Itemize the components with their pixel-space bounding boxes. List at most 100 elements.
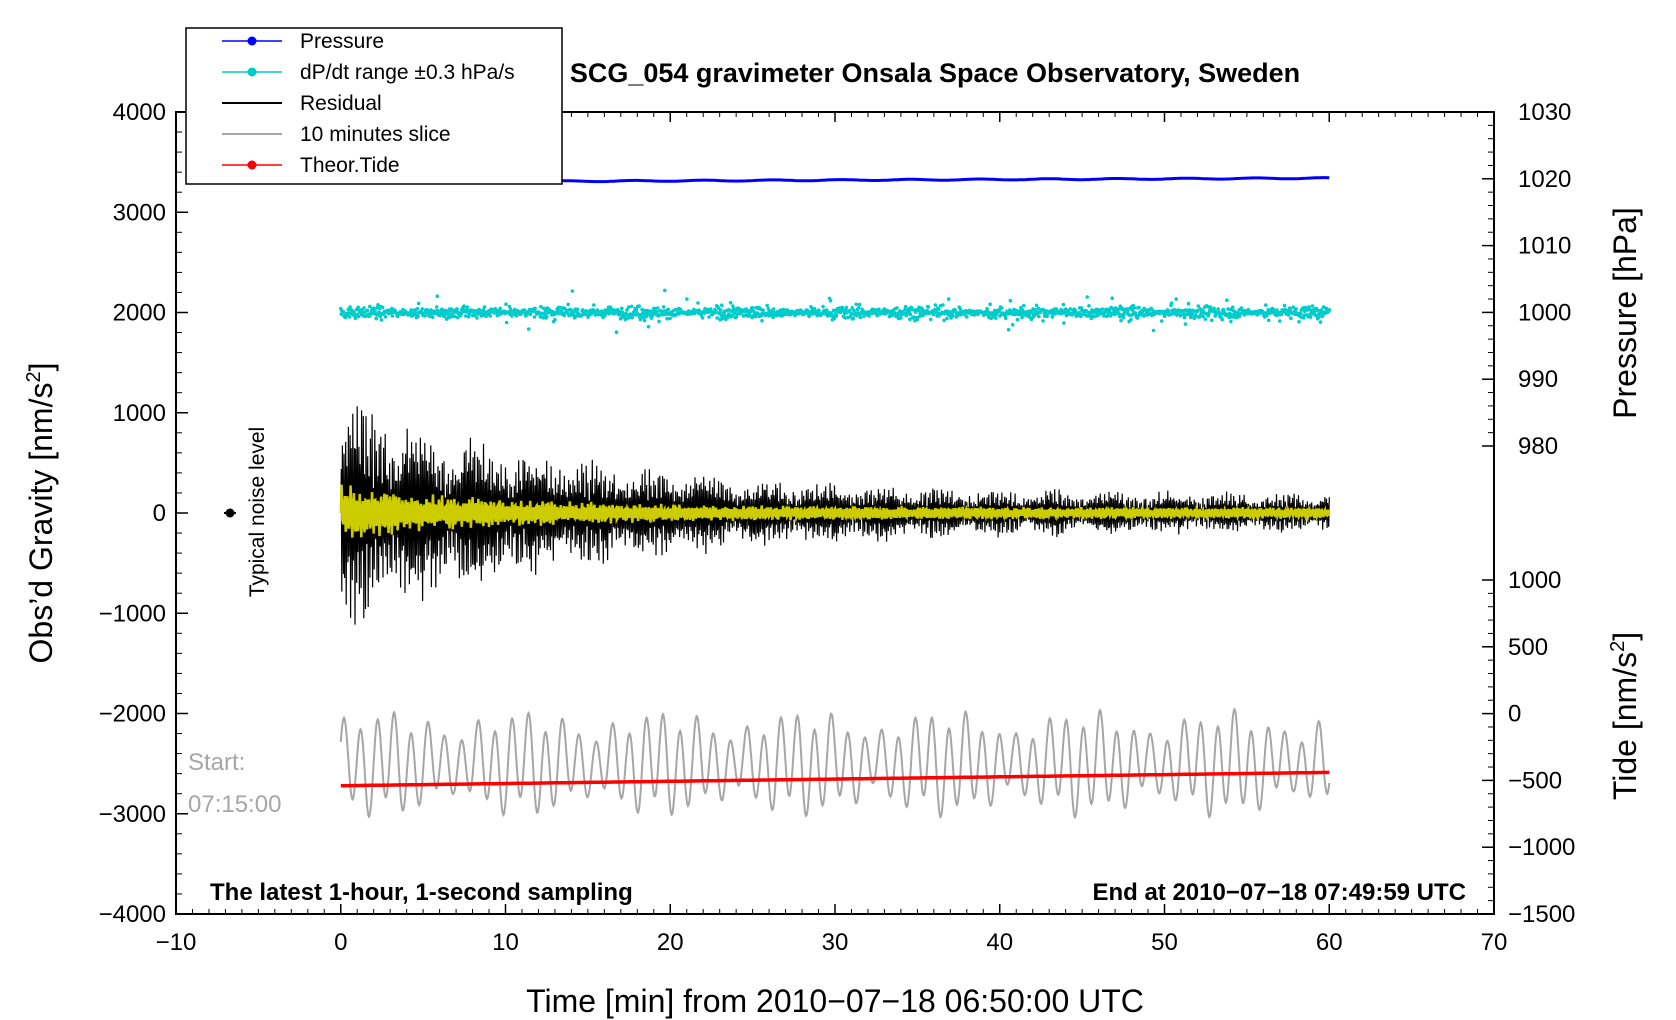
y-axis-title-tide-main: Tide [nm/s (1607, 652, 1643, 800)
y-left-tick-label: −4000 (99, 901, 166, 928)
dpdt-point (668, 316, 672, 321)
dpdt-point (778, 308, 783, 312)
x-tick-label: 60 (1316, 929, 1343, 956)
dpdt-point (720, 316, 725, 321)
dpdt-point (449, 307, 454, 311)
dpdt-point (430, 315, 435, 320)
dpdt-point (1045, 314, 1049, 319)
dpdt-point (750, 306, 755, 310)
dpdt-point (1085, 295, 1089, 299)
dpdt-point (464, 314, 468, 318)
dpdt-point (1102, 314, 1106, 318)
dpdt-point (453, 314, 457, 319)
dpdt-point (655, 309, 660, 314)
dpdt-point (1266, 318, 1271, 323)
dpdt-point (994, 316, 998, 320)
dpdt-point (717, 311, 722, 316)
dpdt-point (1190, 313, 1194, 317)
dpdt-point (760, 319, 764, 323)
x-tick-label: 0 (334, 929, 347, 956)
dpdt-point (1004, 316, 1008, 321)
dpdt-point (434, 305, 439, 309)
dpdt-point (1298, 311, 1303, 316)
dpdt-point (934, 309, 939, 314)
dpdt-point (1275, 308, 1279, 312)
dpdt-point (409, 308, 413, 312)
dpdt-point (1166, 309, 1171, 314)
dpdt-point (1216, 307, 1220, 311)
legend: Pressure dP/dt range ±0.3 hPa/s Residual… (185, 27, 563, 185)
dpdt-point (356, 305, 361, 310)
dpdt-point (1203, 317, 1208, 321)
dpdt-point (1317, 315, 1321, 320)
x-axis-title: Time [min] from 2010−07−18 06:50:00 UTC (526, 983, 1144, 1019)
dpdt-point (1279, 312, 1284, 317)
dpdt-point (731, 304, 735, 308)
dpdt-point (416, 301, 421, 306)
dpdt-point (1278, 319, 1282, 323)
dpdt-point (574, 314, 578, 319)
dpdt-point (899, 316, 903, 320)
dpdt-point (849, 311, 854, 316)
dpdt-point (1194, 314, 1198, 318)
dpdt-point (592, 303, 596, 307)
y-left-tick-label: −1000 (99, 600, 166, 627)
y-axis-title-tide: Tide [nm/s2] (1607, 632, 1643, 800)
dpdt-point (512, 307, 517, 312)
y-left-tick-label: 3000 (113, 199, 166, 226)
dpdt-point (718, 308, 723, 312)
dpdt-point (1201, 314, 1205, 319)
dpdt-point (614, 330, 619, 335)
dpdt-point (657, 319, 661, 324)
dpdt-point (734, 315, 739, 319)
dpdt-point (378, 314, 383, 319)
dpdt-point (857, 302, 862, 307)
dpdt-point (1308, 315, 1313, 319)
legend-box (185, 27, 563, 185)
dpdt-point (1246, 307, 1251, 312)
dpdt-point (926, 305, 931, 309)
dpdt-point (856, 305, 861, 310)
dpdt-point (1116, 311, 1121, 315)
dpdt-point (493, 307, 498, 311)
dpdt-point (728, 300, 733, 305)
y-tide-tick-label: −1000 (1508, 834, 1575, 861)
dpdt-point (656, 306, 660, 310)
dpdt-point (1118, 304, 1123, 309)
dpdt-point (1073, 309, 1078, 313)
dpdt-point (821, 304, 825, 309)
dpdt-point (730, 313, 735, 318)
y-left-tick-label: 4000 (113, 99, 166, 126)
x-tick-label: 70 (1481, 929, 1508, 956)
legend-entry-slice: 10 minutes slice (222, 123, 451, 146)
dpdt-point (634, 307, 639, 312)
dpdt-point (1310, 304, 1315, 308)
dpdt-point (1230, 305, 1235, 310)
dpdt-point (374, 316, 379, 321)
x-tick-label: 40 (986, 929, 1013, 956)
series-slice-line (339, 707, 1331, 820)
dpdt-point (945, 316, 949, 321)
start-time-label: 07:15:00 (188, 791, 281, 818)
bottom-right-annotation: End at 2010−07−18 07:49:59 UTC (1092, 879, 1466, 906)
dpdt-point (1186, 301, 1191, 306)
dpdt-point (629, 304, 634, 309)
dpdt-point (626, 305, 631, 309)
dpdt-point (678, 307, 683, 312)
dpdt-point (753, 314, 758, 319)
dpdt-point (834, 313, 839, 318)
noise-level-marker (224, 508, 236, 518)
dpdt-point (638, 317, 643, 322)
dpdt-point (539, 304, 543, 309)
dpdt-point (650, 313, 655, 318)
x-tick-label: 10 (492, 929, 519, 956)
noise-level-point (225, 508, 235, 518)
dpdt-point (1112, 309, 1116, 313)
dpdt-point (895, 306, 899, 310)
dpdt-point (522, 308, 527, 312)
legend-label-slice: 10 minutes slice (300, 123, 451, 146)
dpdt-point (475, 316, 479, 320)
x-tick-label: 20 (657, 929, 684, 956)
x-tick-label: −10 (156, 929, 197, 956)
dpdt-point (416, 314, 420, 319)
